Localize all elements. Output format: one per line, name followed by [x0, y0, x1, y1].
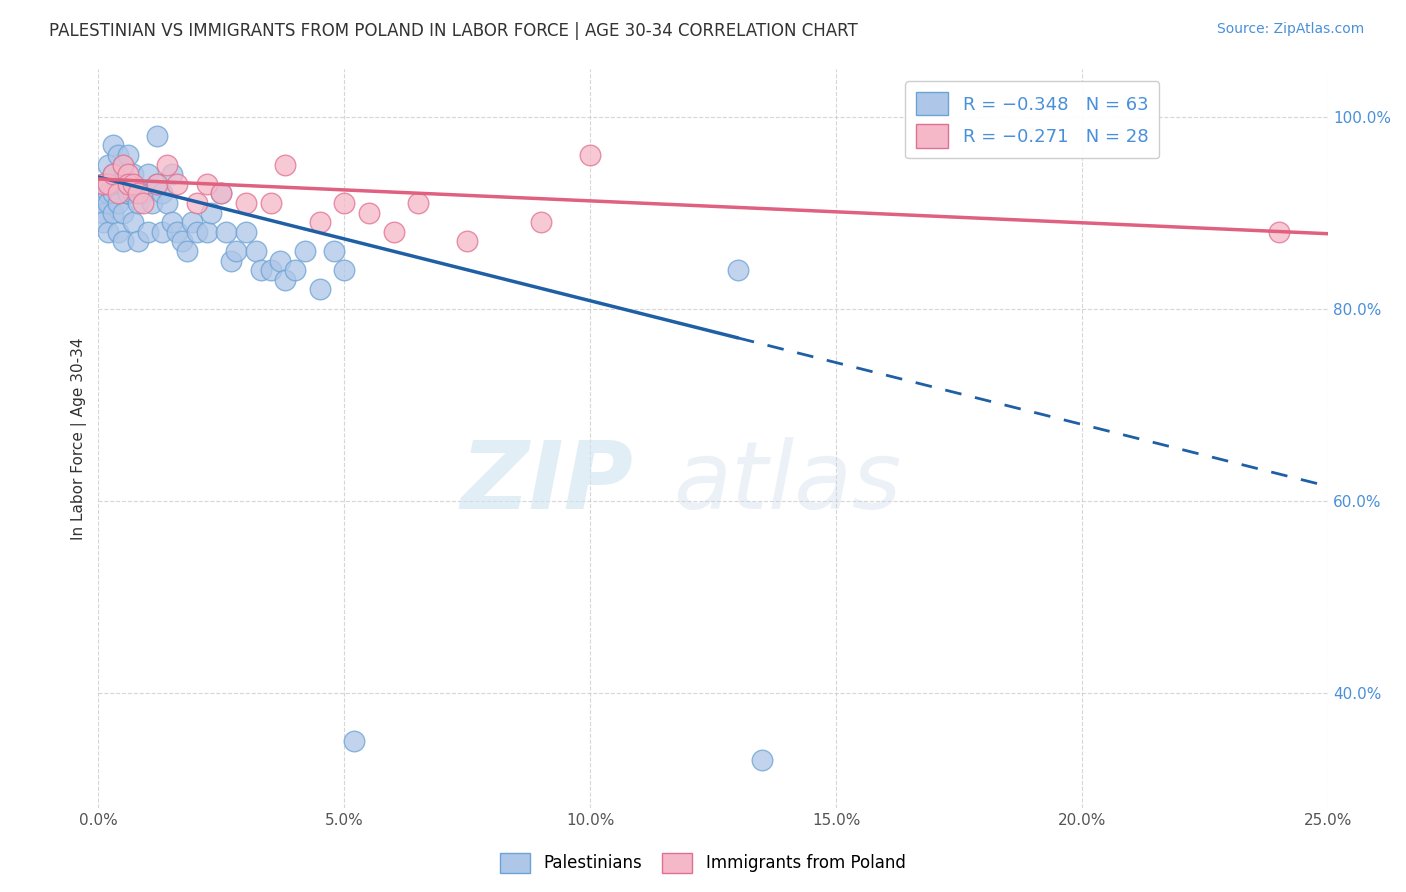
Point: [136, 225, 159, 239]
Point: [333, 263, 356, 277]
Point: [308, 215, 330, 229]
Point: [97, 225, 120, 239]
Point: [225, 244, 247, 258]
Point: [235, 196, 257, 211]
Point: [294, 244, 316, 258]
Point: [146, 128, 169, 143]
Point: [117, 167, 139, 181]
Point: [269, 253, 291, 268]
Point: [323, 244, 346, 258]
Point: [97, 177, 120, 191]
Point: [245, 244, 267, 258]
Point: [343, 734, 366, 748]
Point: [259, 263, 281, 277]
Point: [209, 186, 232, 201]
Point: [107, 177, 129, 191]
Point: [180, 215, 202, 229]
Point: [91, 177, 114, 191]
Point: [117, 186, 139, 201]
Point: [117, 148, 139, 162]
Point: [160, 215, 183, 229]
Point: [91, 205, 114, 219]
Point: [97, 157, 120, 171]
Point: [146, 177, 169, 191]
Point: [111, 157, 134, 171]
Point: [200, 205, 222, 219]
Point: [127, 186, 149, 201]
Point: [107, 186, 129, 201]
Text: atlas: atlas: [673, 437, 901, 528]
Point: [150, 186, 173, 201]
Text: PALESTINIAN VS IMMIGRANTS FROM POLAND IN LABOR FORCE | AGE 30-34 CORRELATION CHA: PALESTINIAN VS IMMIGRANTS FROM POLAND IN…: [49, 22, 858, 40]
Point: [150, 225, 173, 239]
Point: [170, 235, 193, 249]
Point: [195, 177, 218, 191]
Point: [156, 196, 179, 211]
Point: [97, 186, 120, 201]
Point: [156, 157, 179, 171]
Point: [101, 167, 124, 181]
Text: Source: ZipAtlas.com: Source: ZipAtlas.com: [1216, 22, 1364, 37]
Point: [91, 196, 114, 211]
Point: [127, 235, 149, 249]
Point: [249, 263, 271, 277]
Point: [166, 177, 188, 191]
Point: [101, 167, 124, 181]
Point: [176, 244, 198, 258]
Point: [121, 167, 143, 181]
Point: [186, 225, 208, 239]
Point: [274, 157, 297, 171]
Point: [97, 196, 120, 211]
Point: [186, 196, 208, 211]
Point: [209, 186, 232, 201]
Point: [107, 148, 129, 162]
Point: [111, 205, 134, 219]
Point: [121, 177, 143, 191]
Legend: Palestinians, Immigrants from Poland: Palestinians, Immigrants from Poland: [494, 847, 912, 880]
Point: [579, 148, 602, 162]
Point: [121, 215, 143, 229]
Point: [357, 205, 380, 219]
Point: [111, 157, 134, 171]
Point: [111, 177, 134, 191]
Text: ZIP: ZIP: [460, 437, 633, 529]
Point: [141, 196, 163, 211]
Legend: R = −0.348   N = 63, R = −0.271   N = 28: R = −0.348 N = 63, R = −0.271 N = 28: [905, 81, 1159, 159]
Point: [235, 225, 257, 239]
Point: [284, 263, 307, 277]
Point: [117, 177, 139, 191]
Point: [107, 196, 129, 211]
Point: [406, 196, 429, 211]
Point: [308, 282, 330, 296]
Point: [101, 205, 124, 219]
Point: [121, 186, 143, 201]
Point: [111, 235, 134, 249]
Point: [160, 167, 183, 181]
Point: [131, 196, 153, 211]
Point: [219, 253, 242, 268]
Point: [195, 225, 218, 239]
Point: [146, 177, 169, 191]
Point: [259, 196, 281, 211]
Point: [727, 263, 749, 277]
Point: [131, 186, 153, 201]
Point: [127, 196, 149, 211]
Point: [91, 177, 114, 191]
Point: [274, 273, 297, 287]
Point: [215, 225, 238, 239]
Point: [530, 215, 553, 229]
Point: [382, 225, 405, 239]
Point: [1268, 225, 1291, 239]
Point: [456, 235, 478, 249]
Point: [166, 225, 188, 239]
Point: [333, 196, 356, 211]
Y-axis label: In Labor Force | Age 30-34: In Labor Force | Age 30-34: [72, 337, 87, 540]
Point: [751, 753, 773, 767]
Point: [107, 225, 129, 239]
Point: [136, 167, 159, 181]
Point: [101, 138, 124, 153]
Point: [91, 215, 114, 229]
Point: [101, 186, 124, 201]
